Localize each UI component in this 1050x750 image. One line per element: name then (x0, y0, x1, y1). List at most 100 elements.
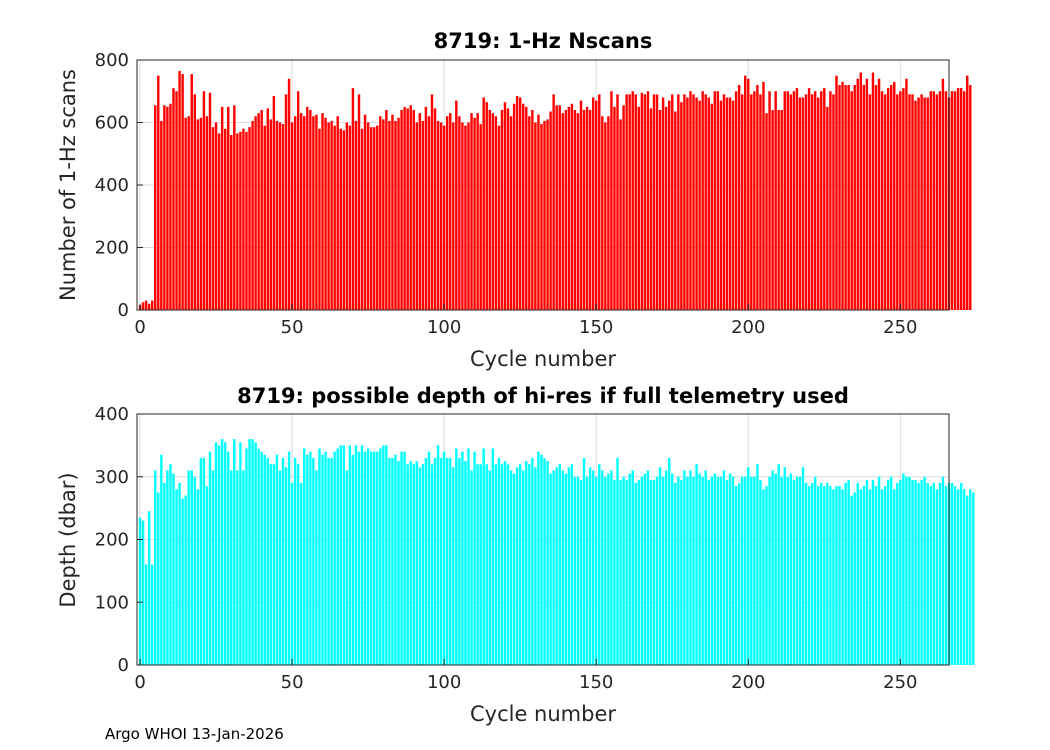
depth-bar (883, 486, 887, 665)
nscans-bar (537, 114, 540, 310)
nscans-bar (534, 122, 537, 310)
nscans-bar (759, 94, 762, 311)
depth-x-tick-label: 50 (281, 672, 304, 693)
depth-bar (585, 476, 589, 665)
depth-bar (838, 486, 841, 665)
depth-bar (835, 486, 838, 665)
nscans-x-tick-label: 150 (579, 317, 613, 338)
depth-bar (464, 461, 467, 665)
nscans-bar (184, 117, 187, 310)
nscans-bar (373, 127, 376, 310)
depth-bar (236, 470, 239, 665)
nscans-bar (528, 116, 531, 310)
depth-y-tick-label: 0 (118, 655, 129, 676)
nscans-bar (619, 119, 622, 311)
nscans-x-tick-label: 250 (883, 317, 917, 338)
depth-bar (458, 457, 461, 665)
depth-bar (345, 470, 349, 665)
depth-bar (287, 451, 291, 665)
nscans-bar (300, 113, 303, 311)
depth-x-tick-label: 150 (579, 672, 613, 693)
depth-bar (710, 476, 713, 665)
depth-bar (154, 470, 157, 665)
depth-bar (820, 483, 823, 665)
nscans-bar (485, 102, 488, 310)
nscans-bar (144, 300, 148, 311)
depth-bar (266, 457, 269, 665)
nscans-bar (953, 91, 957, 310)
nscans-bar (835, 75, 838, 311)
depth-bar (908, 476, 911, 665)
depth-bar (412, 464, 415, 665)
nscans-bar (385, 110, 388, 310)
depth-y-axis-label: Depth (dbar) (56, 472, 80, 607)
depth-bar (555, 467, 558, 665)
depth-bar (175, 489, 178, 665)
nscans-bar (716, 91, 720, 310)
nscans-bar (251, 120, 254, 310)
depth-bar (363, 451, 367, 665)
depth-bar (470, 470, 473, 665)
depth-bar (610, 470, 613, 665)
depth-bar (172, 473, 175, 665)
nscans-chart-title: 8719: 1-Hz Nscans (434, 29, 653, 53)
depth-bar (573, 476, 577, 665)
depth-bar (695, 464, 698, 665)
nscans-bar (789, 94, 793, 311)
nscans-bar (202, 91, 206, 310)
nscans-bar (427, 116, 431, 310)
depth-bar (382, 445, 385, 666)
nscans-bar (829, 91, 832, 310)
depth-bar (759, 479, 762, 665)
depth-bar (686, 476, 689, 665)
nscans-bar (844, 85, 847, 310)
nscans-bar (588, 110, 592, 310)
nscans-bar (719, 100, 723, 311)
nscans-x-tick-label: 0 (134, 317, 145, 338)
depth-bar (242, 470, 245, 665)
nscans-bar (664, 106, 668, 311)
nscans-bar (780, 110, 783, 310)
nscans-bar (394, 120, 397, 310)
nscans-bar (637, 106, 641, 311)
depth-bar (823, 486, 826, 665)
nscans-bar (956, 88, 960, 311)
nscans-bar (217, 133, 221, 310)
nscans-bar (661, 97, 665, 310)
depth-bar (385, 445, 388, 666)
depth-bar (269, 464, 273, 665)
depth-bar (950, 483, 954, 665)
nscans-bar (677, 94, 680, 311)
depth-bar (920, 479, 923, 665)
depth-bar (284, 467, 288, 665)
depth-bar (810, 483, 814, 665)
nscans-bar (731, 100, 735, 311)
depth-bar (567, 467, 571, 665)
depth-bar (430, 464, 434, 665)
depth-bar (813, 476, 817, 665)
depth-bar (500, 464, 504, 665)
nscans-bar (522, 103, 525, 310)
nscans-bar (853, 85, 856, 310)
depth-y-tick-label: 100 (95, 592, 129, 613)
depth-bar (905, 476, 908, 665)
depth-bar (373, 451, 376, 665)
nscans-bar (278, 122, 282, 310)
nscans-bar (765, 113, 768, 311)
nscans-bar (236, 133, 239, 310)
nscans-bar (476, 113, 479, 311)
nscans-bar (826, 106, 829, 311)
nscans-bar (515, 95, 519, 310)
depth-bar (667, 457, 671, 665)
nscans-bar (786, 91, 790, 310)
nscans-bar (908, 94, 911, 311)
depth-bar (874, 486, 878, 665)
nscans-bar (969, 85, 972, 310)
nscans-bar (175, 91, 178, 310)
nscans-bar (877, 78, 881, 310)
depth-bar (336, 448, 339, 665)
nscans-bar (683, 94, 686, 311)
depth-bar (689, 470, 692, 665)
depth-x-tick-label: 200 (731, 672, 765, 693)
nscans-x-axis-label: Cycle number (470, 347, 616, 371)
